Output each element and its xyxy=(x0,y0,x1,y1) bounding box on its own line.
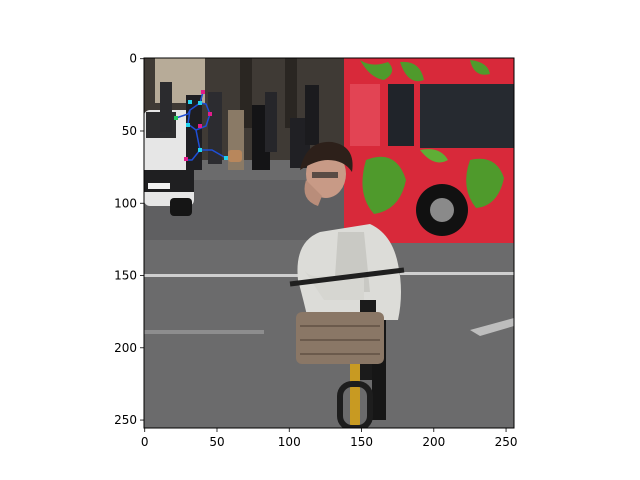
pose-joint xyxy=(188,100,192,104)
pose-joint xyxy=(174,116,178,120)
axes-frame xyxy=(143,57,515,429)
y-tick-label: 0 xyxy=(129,52,137,66)
x-tick-label: 150 xyxy=(350,435,373,449)
y-tick-label: 50 xyxy=(122,124,137,138)
pose-joint xyxy=(186,123,190,127)
y-tick-label: 200 xyxy=(114,341,137,355)
pose-joint xyxy=(184,157,188,161)
y-tick-label: 250 xyxy=(114,413,137,427)
building-column xyxy=(285,58,297,128)
x-tick-label: 250 xyxy=(495,435,518,449)
lane-marking xyxy=(400,272,514,275)
pose-skeleton-line xyxy=(188,129,201,161)
x-axis-ticks: 0 50 100 150 200 250 xyxy=(141,428,518,449)
x-tick-label: 200 xyxy=(422,435,445,449)
pose-joint xyxy=(224,156,228,160)
pose-skeleton-line xyxy=(200,149,227,159)
x-tick-label: 0 xyxy=(141,435,149,449)
y-axis-ticks: 0 50 100 150 200 250 xyxy=(114,52,144,427)
y-tick-label: 150 xyxy=(114,269,137,283)
lane-marking xyxy=(144,274,334,277)
cyclist xyxy=(289,141,405,428)
red-bus xyxy=(344,58,514,243)
pose-overlay xyxy=(174,90,228,161)
pose-skeleton-line xyxy=(175,109,191,119)
road-marking-stripe xyxy=(470,318,514,336)
pose-joint xyxy=(198,148,202,152)
pose-joint xyxy=(198,101,202,105)
photo xyxy=(144,58,514,428)
pose-joint xyxy=(208,112,212,116)
pose-joint xyxy=(198,124,202,128)
x-tick-label: 50 xyxy=(209,435,224,449)
pose-joint xyxy=(201,90,205,94)
lane-marking xyxy=(144,330,264,334)
x-tick-label: 100 xyxy=(278,435,301,449)
y-tick-label: 100 xyxy=(114,196,137,210)
